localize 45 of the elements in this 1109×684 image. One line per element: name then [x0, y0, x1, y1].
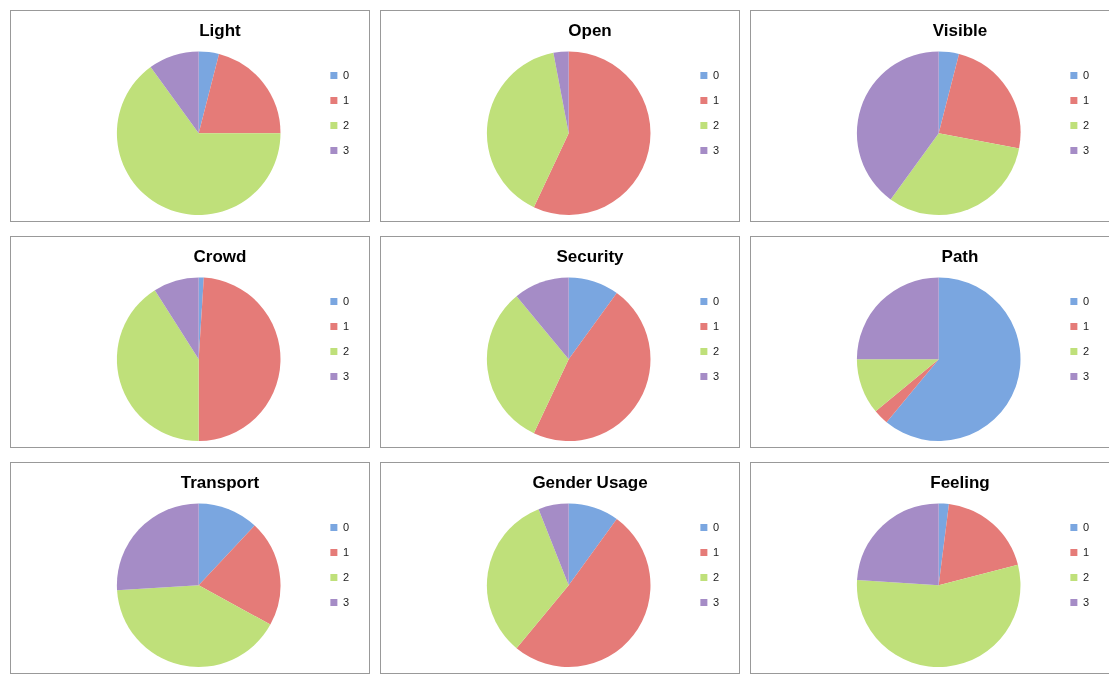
legend-label: 2 [1082, 118, 1090, 131]
legend-label: 1 [1082, 545, 1090, 558]
legend-label: 3 [712, 369, 720, 382]
legend-label: 0 [342, 520, 350, 533]
legend-label: 0 [1082, 520, 1090, 533]
chart-title: Open [568, 20, 612, 40]
legend-label: 1 [712, 93, 720, 106]
legend-label: 2 [712, 118, 720, 131]
legend-label: 2 [1082, 570, 1090, 583]
legend-label: 2 [712, 570, 720, 583]
chart-title: Gender Usage [532, 472, 648, 492]
legend-label: 1 [712, 319, 720, 332]
legend-label: 1 [342, 545, 350, 558]
legend-label: 3 [1082, 143, 1090, 156]
legend-label: 3 [342, 369, 350, 382]
legend-label: 0 [712, 68, 720, 81]
chart-title: Security [556, 246, 625, 266]
legend-label: 2 [712, 344, 720, 357]
legend-label: 1 [712, 545, 720, 558]
chart-title: Crowd [193, 246, 247, 266]
chart-title: Light [199, 20, 242, 40]
chart-title: Visible [932, 20, 988, 40]
legend-label: 0 [342, 294, 350, 307]
legend-label: 2 [342, 344, 350, 357]
legend-label: 0 [1082, 68, 1090, 81]
chart-title: Feeling [930, 472, 990, 492]
legend-label: 0 [1082, 294, 1090, 307]
legend-label: 1 [1082, 319, 1090, 332]
legend-label: 0 [712, 520, 720, 533]
legend-label: 3 [712, 143, 720, 156]
legend-label: 3 [712, 595, 720, 608]
legend-label: 0 [712, 294, 720, 307]
legend-label: 3 [342, 595, 350, 608]
legend-label: 0 [342, 68, 350, 81]
legend-label: 3 [1082, 369, 1090, 382]
legend-label: 1 [1082, 93, 1090, 106]
legend-label: 2 [342, 118, 350, 131]
legend-label: 3 [342, 143, 350, 156]
legend-label: 1 [342, 93, 350, 106]
legend-label: 3 [1082, 595, 1090, 608]
chart-title: Transport [180, 472, 260, 492]
chart-title: Path [941, 246, 979, 266]
legend-label: 1 [342, 319, 350, 332]
legend-label: 2 [342, 570, 350, 583]
legend-label: 2 [1082, 344, 1090, 357]
